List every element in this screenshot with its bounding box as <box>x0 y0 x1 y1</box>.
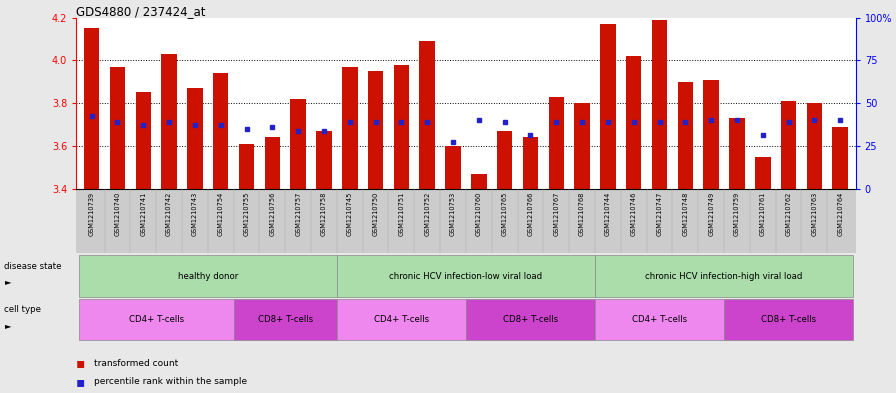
Text: ▪: ▪ <box>76 356 85 371</box>
Bar <box>445 146 461 189</box>
Text: cell type: cell type <box>4 305 41 314</box>
Text: GSM1210750: GSM1210750 <box>373 192 379 236</box>
Bar <box>806 103 823 189</box>
Text: GSM1210761: GSM1210761 <box>760 192 766 236</box>
Bar <box>393 65 409 189</box>
Bar <box>626 56 642 189</box>
Bar <box>213 73 228 189</box>
Bar <box>548 97 564 189</box>
Text: GSM1210746: GSM1210746 <box>631 192 637 236</box>
Text: GSM1210763: GSM1210763 <box>812 192 817 236</box>
Bar <box>677 82 694 189</box>
Bar <box>497 131 513 189</box>
Text: GSM1210742: GSM1210742 <box>166 192 172 236</box>
Text: GSM1210757: GSM1210757 <box>295 192 301 236</box>
Text: GSM1210739: GSM1210739 <box>89 192 95 236</box>
Text: CD4+ T-cells: CD4+ T-cells <box>374 315 429 324</box>
Text: CD8+ T-cells: CD8+ T-cells <box>258 315 313 324</box>
Bar <box>780 101 797 189</box>
Text: CD4+ T-cells: CD4+ T-cells <box>632 315 687 324</box>
Text: GSM1210745: GSM1210745 <box>347 192 353 236</box>
Bar <box>600 24 616 189</box>
Text: GSM1210756: GSM1210756 <box>270 192 275 236</box>
Text: GSM1210755: GSM1210755 <box>244 192 249 236</box>
Text: GSM1210744: GSM1210744 <box>605 192 611 236</box>
Text: GSM1210748: GSM1210748 <box>683 192 688 236</box>
Text: GSM1210741: GSM1210741 <box>141 192 146 236</box>
Text: GSM1210747: GSM1210747 <box>657 192 662 236</box>
Text: CD4+ T-cells: CD4+ T-cells <box>129 315 184 324</box>
Text: chronic HCV infection-low viral load: chronic HCV infection-low viral load <box>390 272 542 281</box>
Bar <box>187 88 202 189</box>
Bar <box>84 28 99 189</box>
Bar <box>109 67 125 189</box>
Text: CD8+ T-cells: CD8+ T-cells <box>761 315 816 324</box>
Text: GSM1210760: GSM1210760 <box>476 192 482 236</box>
Text: GSM1210765: GSM1210765 <box>502 192 508 236</box>
Text: ▪: ▪ <box>76 375 85 389</box>
Text: healthy donor: healthy donor <box>177 272 238 281</box>
Text: ►: ► <box>4 277 11 286</box>
Bar <box>832 127 848 189</box>
Bar <box>755 156 771 189</box>
Text: transformed count: transformed count <box>94 359 178 368</box>
Bar <box>703 80 719 189</box>
Text: GSM1210754: GSM1210754 <box>218 192 224 236</box>
Text: GSM1210767: GSM1210767 <box>553 192 559 236</box>
Text: GSM1210752: GSM1210752 <box>424 192 430 236</box>
Bar <box>729 118 745 189</box>
Bar <box>574 103 590 189</box>
Bar <box>368 71 383 189</box>
Bar <box>161 54 177 189</box>
Text: GSM1210740: GSM1210740 <box>115 192 120 236</box>
Bar <box>651 20 668 189</box>
Bar <box>342 67 358 189</box>
Bar <box>522 137 538 189</box>
Text: GSM1210751: GSM1210751 <box>399 192 404 236</box>
Text: GDS4880 / 237424_at: GDS4880 / 237424_at <box>76 5 206 18</box>
Bar <box>316 131 332 189</box>
Bar <box>290 99 306 189</box>
Text: chronic HCV infection-high viral load: chronic HCV infection-high viral load <box>645 272 803 281</box>
Text: GSM1210764: GSM1210764 <box>837 192 843 236</box>
Text: GSM1210753: GSM1210753 <box>450 192 456 236</box>
Text: GSM1210766: GSM1210766 <box>528 192 533 236</box>
Text: GSM1210749: GSM1210749 <box>708 192 714 236</box>
Text: percentile rank within the sample: percentile rank within the sample <box>94 378 247 386</box>
Bar <box>135 92 151 189</box>
Text: GSM1210758: GSM1210758 <box>321 192 327 236</box>
Text: disease state: disease state <box>4 262 62 271</box>
Text: ►: ► <box>4 321 11 330</box>
Text: GSM1210768: GSM1210768 <box>579 192 585 236</box>
Text: CD8+ T-cells: CD8+ T-cells <box>503 315 558 324</box>
Text: GSM1210762: GSM1210762 <box>786 192 791 236</box>
Bar <box>419 41 435 189</box>
Bar <box>471 174 487 189</box>
Bar <box>238 144 254 189</box>
Bar <box>264 137 280 189</box>
Text: GSM1210759: GSM1210759 <box>734 192 740 236</box>
Text: GSM1210743: GSM1210743 <box>192 192 198 236</box>
